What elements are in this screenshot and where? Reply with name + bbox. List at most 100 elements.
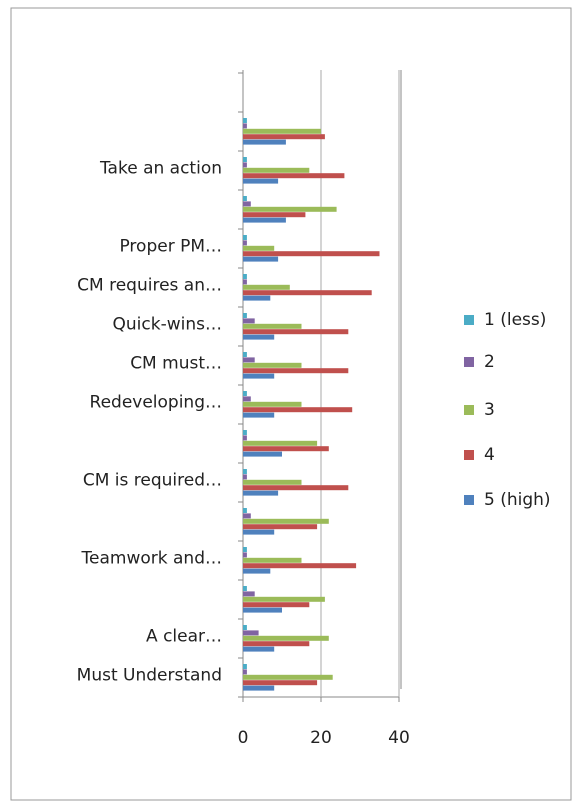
bar [243, 279, 247, 285]
legend-swatch [464, 495, 474, 505]
bar [243, 274, 247, 279]
bar [243, 451, 282, 457]
bar [243, 524, 318, 530]
y-tick-label: Teamwork and… [81, 549, 222, 569]
bar [243, 134, 325, 140]
bar [243, 396, 251, 402]
bar [243, 685, 275, 691]
bar [243, 625, 247, 630]
bar [243, 329, 349, 335]
bar [243, 485, 349, 491]
bar [243, 591, 255, 597]
bar [243, 646, 275, 652]
x-tick-label: 20 [310, 728, 332, 748]
bar [243, 240, 247, 246]
bar [243, 368, 349, 374]
legend-swatch [464, 450, 474, 460]
bar [243, 245, 275, 251]
bar [243, 206, 337, 212]
bar [243, 173, 345, 179]
bar [243, 469, 247, 474]
bar [243, 529, 275, 535]
bar [243, 139, 286, 145]
bar [243, 123, 247, 129]
bar [243, 664, 247, 669]
bar [243, 196, 247, 201]
bar [243, 508, 247, 513]
bar [243, 630, 259, 636]
legend-swatch [464, 405, 474, 415]
bar [243, 162, 247, 168]
legend-swatch [464, 357, 474, 367]
bar [243, 563, 357, 569]
bar [243, 635, 329, 641]
bar [243, 128, 321, 134]
bar [243, 235, 247, 240]
bar [243, 607, 282, 613]
bar [243, 674, 333, 680]
bar [243, 284, 290, 290]
bar [243, 167, 310, 173]
x-tick-label: 0 [238, 728, 249, 748]
bar [243, 217, 286, 223]
legend-label: 4 [484, 445, 495, 465]
bar [243, 440, 318, 446]
bar [243, 552, 247, 558]
legend-label: 3 [484, 400, 495, 420]
bar [243, 490, 279, 496]
bar [243, 373, 275, 379]
x-tick-label: 40 [388, 728, 410, 748]
bar [243, 318, 255, 324]
bar [243, 568, 271, 574]
bar [243, 323, 302, 329]
legend-label: 5 (high) [484, 490, 551, 510]
bar [243, 412, 275, 418]
bar [243, 680, 318, 686]
y-tick-label: CM is required… [83, 471, 222, 491]
y-tick-label: A clear… [146, 627, 222, 647]
bar [243, 513, 251, 519]
y-tick-label: CM must… [130, 354, 222, 374]
bar [243, 334, 275, 340]
bar [243, 435, 247, 441]
y-tick-label: Must Understand [77, 666, 222, 686]
bar [243, 446, 329, 452]
legend-swatch [464, 315, 474, 325]
y-tick-label: Proper PM… [119, 237, 222, 257]
bar [243, 586, 247, 591]
y-tick-label: Take an action [99, 159, 222, 179]
bar [243, 352, 247, 357]
bar [243, 669, 247, 675]
bar [243, 430, 247, 435]
bar [243, 256, 279, 262]
bar [243, 596, 325, 602]
bar [243, 391, 247, 396]
bar [243, 357, 255, 363]
bar [243, 290, 372, 296]
bar [243, 295, 271, 301]
bar [243, 362, 302, 368]
y-tick-label: Redeveloping… [90, 393, 222, 413]
bar [243, 641, 310, 647]
bar [243, 557, 302, 563]
bar [243, 401, 302, 407]
bar [243, 518, 329, 524]
bar [243, 212, 306, 218]
bar [243, 251, 380, 257]
bar [243, 602, 310, 608]
bar [243, 407, 353, 413]
y-tick-label: CM requires an… [77, 276, 222, 296]
legend-label: 1 (less) [484, 310, 546, 330]
bar [243, 118, 247, 123]
legend-label: 2 [484, 352, 495, 372]
bar [243, 474, 247, 480]
bar [243, 479, 302, 485]
bar [243, 157, 247, 162]
bar [243, 201, 251, 207]
y-tick-label: Quick-wins… [113, 315, 222, 335]
bar [243, 178, 279, 184]
bar [243, 313, 247, 318]
bar [243, 547, 247, 552]
